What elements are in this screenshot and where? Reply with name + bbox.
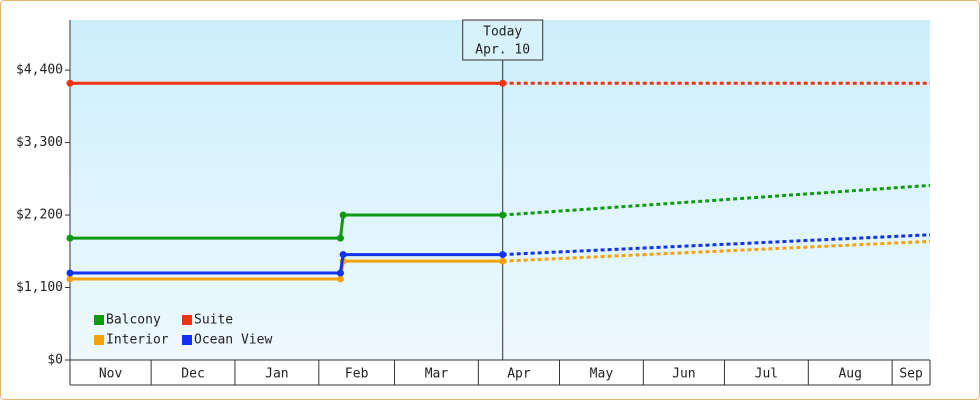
x-tick-label: Jan: [265, 367, 288, 382]
point: [66, 269, 74, 277]
point: [499, 211, 507, 219]
x-tick-label: Sep: [899, 367, 923, 382]
point: [339, 251, 347, 259]
point: [66, 275, 74, 283]
legend-label: Ocean View: [194, 333, 272, 348]
point: [336, 234, 344, 242]
point: [336, 275, 344, 283]
series-line: [502, 233, 931, 257]
series-line: [502, 183, 931, 217]
legend-swatch: [182, 315, 192, 325]
legend-label: Suite: [194, 313, 233, 328]
plot-area: [70, 20, 930, 360]
y-tick-label: $0: [47, 353, 63, 368]
today-label: Today: [483, 25, 522, 40]
point: [339, 211, 347, 219]
legend-swatch: [94, 315, 104, 325]
y-tick-label: $3,300: [16, 135, 63, 150]
point: [66, 234, 74, 242]
series-line: [502, 239, 931, 263]
x-tick-label: May: [590, 367, 614, 382]
y-tick-label: $1,100: [16, 280, 63, 295]
point: [499, 251, 507, 259]
x-tick-label: Feb: [345, 367, 369, 382]
y-tick-label: $4,400: [16, 63, 63, 78]
legend-swatch: [182, 335, 192, 345]
x-tick-label: Jun: [672, 367, 695, 382]
x-tick-label: Mar: [425, 367, 449, 382]
x-tick-label: Jul: [755, 367, 778, 382]
y-tick-label: $2,200: [16, 208, 63, 223]
point: [336, 269, 344, 277]
point: [499, 257, 507, 265]
series-line: [70, 253, 503, 275]
today-box: [462, 19, 544, 61]
legend-label: Interior: [106, 333, 169, 348]
x-tick-label: Dec: [181, 367, 204, 382]
x-tick-label: Apr: [507, 367, 531, 382]
point: [66, 79, 74, 87]
point: [499, 79, 507, 87]
today-date: Apr. 10: [475, 43, 530, 58]
x-tick-label: Nov: [99, 367, 123, 382]
x-tick-label: Aug: [838, 367, 861, 382]
series-line: [70, 213, 503, 240]
legend-swatch: [94, 335, 104, 345]
legend-label: Balcony: [106, 313, 161, 328]
